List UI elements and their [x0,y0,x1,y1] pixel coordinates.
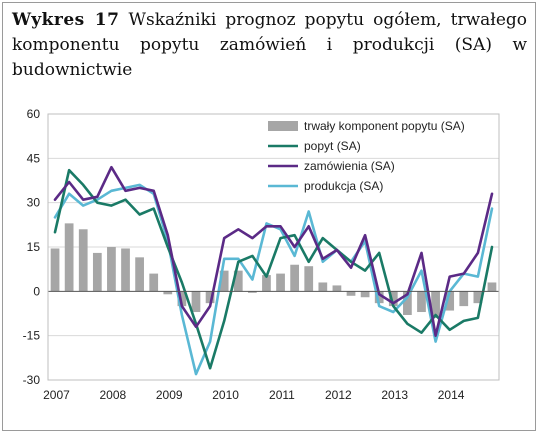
bar [149,273,159,292]
bar [121,248,130,292]
chart-title-label: Wykres 17 [12,10,120,30]
bar [304,266,314,292]
bar [445,291,455,311]
x-tick-label: 2010 [212,388,239,402]
bar [318,282,328,292]
bar [177,291,187,307]
bar [219,270,229,292]
x-tick-label: 2014 [438,388,465,402]
legend-label: produkcja (SA) [304,179,383,193]
x-tick-label: 2008 [99,388,126,402]
bar [64,223,74,292]
bar [205,291,215,304]
bar [50,248,60,292]
legend-label: trwały komponent popytu (SA) [304,119,465,133]
x-tick-label: 2013 [381,388,408,402]
y-tick-label: 45 [27,151,41,165]
chart-title-text: Wskaźniki prognoz popytu ogółem, trwałeg… [12,10,527,80]
bar [360,291,370,298]
y-tick-label: -30 [23,373,41,387]
bar [473,291,483,304]
x-tick-label: 2011 [269,388,295,402]
bar [388,291,398,307]
bar [276,273,285,292]
bar [403,291,412,315]
x-tick-label: 2007 [43,388,70,402]
bar [163,291,173,295]
chart-title: Wykres 17 Wskaźniki prognoz popytu ogółe… [12,8,527,83]
bar [417,291,426,313]
y-tick-label: 0 [33,284,40,298]
bar [332,285,342,292]
y-tick-label: 60 [27,107,41,121]
x-tick-label: 2009 [156,388,183,402]
bar [374,291,384,304]
bar [487,282,497,292]
bar [262,275,271,292]
legend-label: zamówienia (SA) [304,159,395,173]
bar [346,291,356,296]
bar [78,229,88,292]
bar [135,257,144,292]
legend-label: popyt (SA) [304,139,361,153]
plot-border [47,113,500,381]
bar [107,247,116,292]
bar [92,252,102,292]
series-line [53,168,494,370]
bar [290,264,300,292]
series-line [53,165,494,338]
y-tick-label: 15 [27,240,41,254]
bar [431,291,440,318]
bar [459,291,469,307]
bar [191,291,201,313]
y-tick-label: -15 [23,329,41,343]
chart-frame [2,2,536,431]
y-tick-label: 30 [27,196,41,210]
legend-swatch [268,121,298,131]
bar [247,291,257,293]
bar [233,270,243,292]
x-tick-label: 2012 [325,388,352,402]
